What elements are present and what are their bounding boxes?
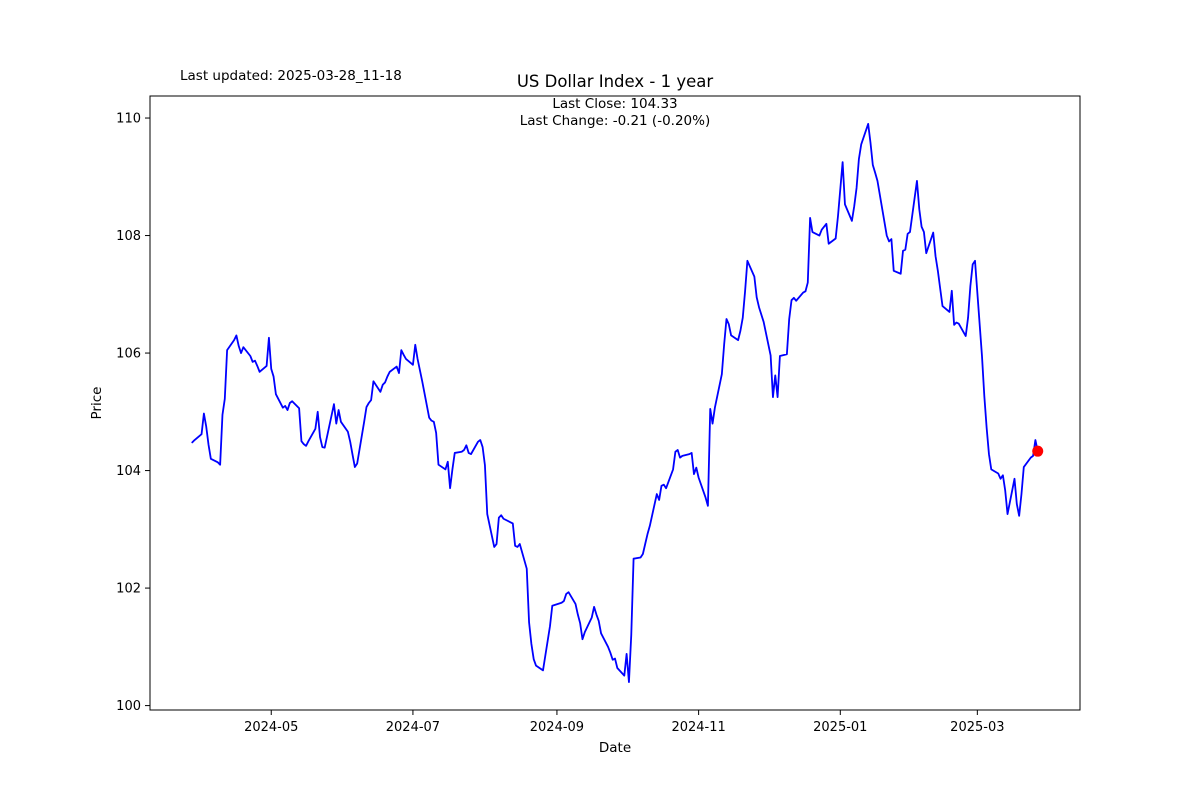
y-tick-label: 100 — [116, 699, 141, 714]
y-tick-label: 106 — [116, 347, 141, 362]
x-tick-label: 2025-01 — [813, 720, 867, 735]
last-close-marker — [1032, 445, 1044, 457]
y-tick-label: 108 — [116, 229, 141, 244]
x-tick-label: 2024-11 — [671, 720, 725, 735]
x-axis-label: Date — [598, 740, 632, 756]
axes-spines — [149, 95, 1081, 711]
last-change-annotation: Last Change: -0.21 (-0.20%) — [519, 113, 711, 129]
last-updated-label: Last updated: 2025-03-28_11-18 — [180, 68, 402, 84]
chart-title: US Dollar Index - 1 year — [516, 72, 714, 91]
x-tick-label: 2025-03 — [950, 720, 1004, 735]
price-line — [191, 123, 1039, 683]
x-tick-label: 2024-07 — [386, 720, 440, 735]
last-close-annotation: Last Close: 104.33 — [552, 96, 678, 112]
y-tick-label: 110 — [116, 112, 141, 127]
y-tick-label: 102 — [116, 582, 141, 597]
y-axis-label: Price — [89, 386, 105, 420]
x-tick-label: 2024-05 — [244, 720, 298, 735]
x-tick-label: 2024-09 — [530, 720, 584, 735]
y-tick-label: 104 — [116, 464, 141, 479]
